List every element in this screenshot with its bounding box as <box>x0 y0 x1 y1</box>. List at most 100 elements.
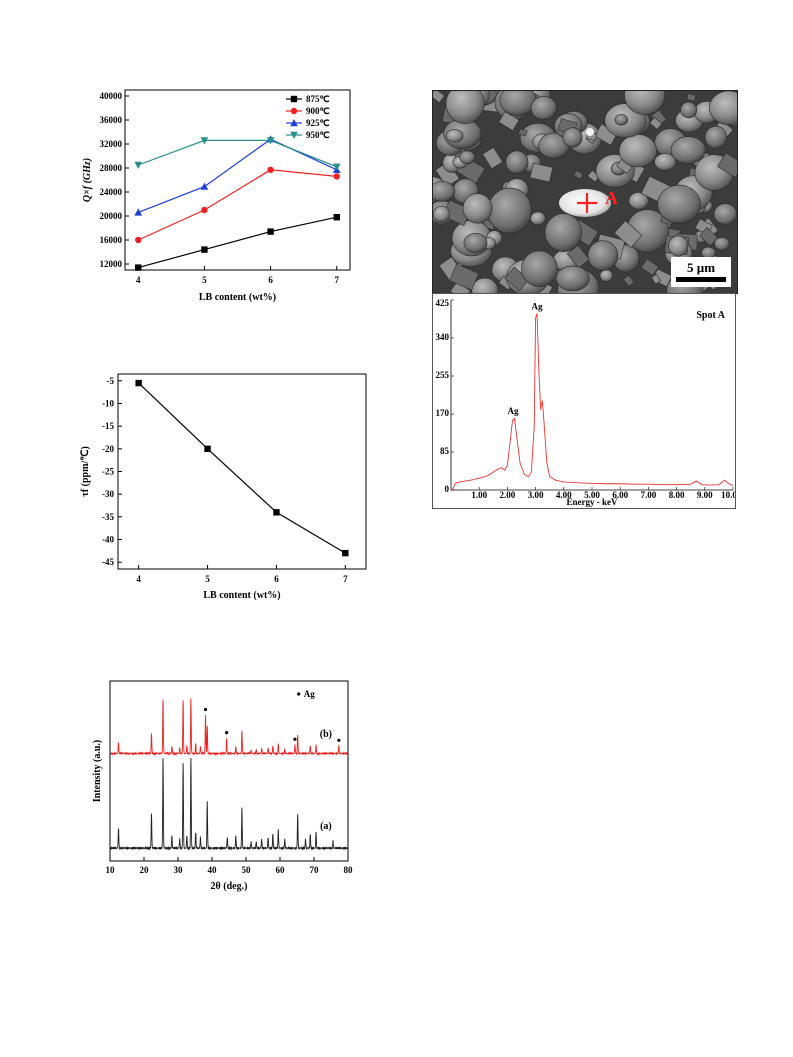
qf-data-point <box>332 163 341 171</box>
tf-data-point <box>342 549 349 557</box>
qf-data-point <box>200 137 209 145</box>
xrd-xtick-label: 20 <box>140 865 150 875</box>
sem-grain <box>652 268 673 288</box>
sem-grain <box>668 235 689 257</box>
xrd-pattern-line <box>110 757 348 851</box>
qf-series-line <box>138 138 338 213</box>
tf-plot-area: -5 -10 -15 -20 -25 -30 -35 -40 -45 4 5 6 7 LB content… <box>80 373 367 601</box>
qf-ytick-label: 28000 <box>100 163 123 173</box>
sem-grain <box>713 203 737 225</box>
sem-grain <box>505 150 529 174</box>
qf-ytick-label: 20000 <box>100 211 123 221</box>
tf-plot-frame <box>117 373 367 570</box>
qf-plot-frame <box>124 89 351 271</box>
sem-grain <box>573 170 584 180</box>
qf-data-point <box>267 166 274 173</box>
sem-grain <box>487 187 532 234</box>
qf-series-line <box>138 216 337 269</box>
tf-ytick-label: -25 <box>102 467 114 477</box>
tf-ytick-label: -15 <box>102 421 114 431</box>
eds-xtick-label: 10.0 <box>721 490 735 500</box>
eds-x-axis-label: Energy - keV <box>567 497 618 507</box>
tf-ytick-label: -45 <box>102 557 114 567</box>
xrd-chart: 10 20 30 40 50 60 70 80 2θ (deg.) Intensity (a.u.… <box>92 680 354 892</box>
sem-grain <box>433 205 450 223</box>
eds-spectrum-panel: 425 340 255 170 85 0 1.00 2.00 3.00 4.00 5.00 6.00 7… <box>432 293 738 509</box>
tf-chart: -5 -10 -15 -20 -25 -30 -35 -40 -45 4 5 6 7 LB content… <box>80 373 367 601</box>
eds-xtick-label: 8.00 <box>669 490 685 500</box>
xrd-xtick-label: 10 <box>106 865 116 875</box>
sem-grain <box>482 146 503 170</box>
xrd-xtick-label: 80 <box>344 865 354 875</box>
qf-xtick-label: 4 <box>136 275 141 285</box>
sem-grain <box>618 134 657 168</box>
qf-data-point <box>135 264 142 271</box>
eds-chart: 425 340 255 170 85 0 1.00 2.00 3.00 4.00 5.00 6.00 7… <box>436 298 738 507</box>
small-bright-particle <box>586 128 594 136</box>
spot-a-marker-label: A <box>605 188 618 208</box>
eds-xtick-label: 1.00 <box>471 490 487 500</box>
sem-grain <box>622 274 635 287</box>
qf-data-point <box>134 161 143 169</box>
sem-grain <box>504 266 530 292</box>
tf-data-point <box>204 445 211 453</box>
eds-xtick-label: 6.00 <box>612 490 628 500</box>
sem-grain <box>649 116 663 130</box>
qf-ytick-label: 40000 <box>100 91 123 101</box>
eds-xtick-label: 9.00 <box>697 490 713 500</box>
sem-grain <box>698 227 719 247</box>
xrd-series-label: (b) <box>320 729 332 740</box>
qf-y-axis-label: Q×f (GHz) <box>82 158 93 202</box>
eds-ytick-label: 340 <box>436 332 450 342</box>
qf-xtick-label: 5 <box>202 275 207 285</box>
xrd-xtick-label: 60 <box>276 865 286 875</box>
sem-grain <box>628 192 649 210</box>
xrd-plot-area: 10 20 30 40 50 60 70 80 2θ (deg.) Intensity (a.u.… <box>92 680 354 892</box>
xrd-x-axis-label: 2θ (deg.) <box>211 881 248 892</box>
eds-xtick-label: 7.00 <box>641 490 657 500</box>
sem-grain <box>433 91 445 104</box>
tf-ytick-label: -40 <box>102 535 114 545</box>
tf-series-line <box>138 382 346 554</box>
qf-data-point <box>201 246 208 253</box>
sem-grain <box>614 114 629 126</box>
tf-data-point <box>135 379 142 387</box>
sem-grains: A 5 µm <box>433 91 737 293</box>
sem-grain <box>654 153 677 171</box>
sem-grain <box>640 258 659 276</box>
sem-grain <box>651 273 662 285</box>
tf-xtick-label: 4 <box>136 574 141 584</box>
sem-grain <box>562 127 583 148</box>
sem-grain <box>680 101 698 119</box>
tf-ytick-label: -5 <box>107 376 115 386</box>
eds-title: Spot A <box>696 310 725 321</box>
eds-ytick-label: 0 <box>445 484 450 494</box>
sem-grain <box>701 246 716 259</box>
xrd-series-label: (a) <box>320 821 332 832</box>
xrd-legend-label: Ag <box>304 689 315 699</box>
qf-data-point <box>201 206 208 214</box>
sem-grain <box>686 93 697 102</box>
eds-xtick-label: 3.00 <box>528 490 544 500</box>
xrd-xtick-label: 50 <box>242 865 252 875</box>
qf-x-axis-label: LB content (wt%) <box>199 292 276 303</box>
qf-legend-label: 925℃ <box>306 118 330 128</box>
sem-grain <box>462 193 493 224</box>
qf-legend-label: 900℃ <box>306 106 330 116</box>
qf-ytick-label: 12000 <box>100 259 123 269</box>
tf-xtick-label: 7 <box>343 574 348 584</box>
sem-grain <box>498 111 520 131</box>
xrd-plot-frame <box>109 680 349 862</box>
sem-grain <box>566 244 590 269</box>
qf-data-point <box>134 208 143 216</box>
xrd-legend-marker <box>297 692 301 696</box>
qf-ytick-label: 32000 <box>100 139 123 149</box>
sem-grain <box>529 162 554 183</box>
qf-ytick-label: 16000 <box>100 235 123 245</box>
tf-data-point <box>273 509 280 516</box>
sem-grain <box>518 128 528 137</box>
qf-legend-label: 875℃ <box>306 94 330 104</box>
sem-grain <box>445 91 485 124</box>
tf-xtick-label: 5 <box>205 574 210 584</box>
tf-y-axis-label: τf (ppm/℃) <box>80 446 91 497</box>
